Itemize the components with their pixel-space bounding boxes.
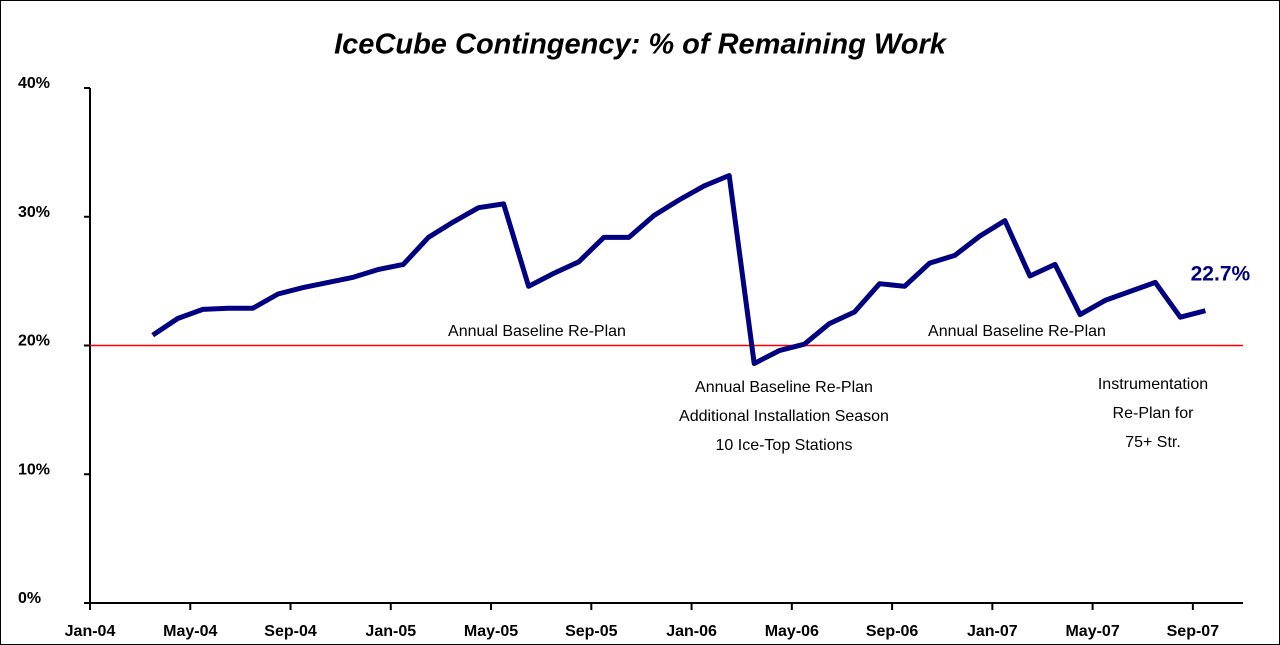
x-tick-label: May-05 (464, 623, 518, 640)
annotation: Annual Baseline Re-Plan (695, 379, 873, 396)
annotation: Re-Plan for (1113, 405, 1195, 422)
y-tick-label: 0% (18, 590, 41, 607)
annotation: Annual Baseline Re-Plan (928, 323, 1106, 340)
y-tick-label: 20% (18, 333, 50, 350)
value-label: 22.7% (1191, 262, 1251, 285)
annotation: Instrumentation (1098, 376, 1208, 393)
x-tick-label: Sep-05 (565, 623, 618, 640)
x-tick-label: Jan-06 (666, 623, 717, 640)
annotation: Annual Baseline Re-Plan (448, 323, 626, 340)
x-tick-label: Jan-04 (65, 623, 116, 640)
x-tick-label: Sep-07 (1167, 623, 1220, 640)
annotation: 75+ Str. (1125, 434, 1181, 451)
x-tick-label: May-07 (1065, 623, 1119, 640)
x-tick-label: Jan-05 (365, 623, 416, 640)
x-tick-label: May-04 (163, 623, 217, 640)
x-tick-label: Sep-04 (264, 623, 317, 640)
y-tick-label: 30% (18, 204, 50, 221)
chart-title: IceCube Contingency: % of Remaining Work (334, 29, 948, 61)
data-line (151, 173, 1207, 366)
annotation: Additional Installation Season (679, 408, 889, 425)
x-tick-label: Sep-06 (866, 623, 919, 640)
y-tick-label: 10% (18, 461, 50, 478)
annotation: 10 Ice-Top Stations (716, 437, 853, 454)
y-tick-label: 40% (18, 75, 50, 92)
x-tick-label: May-06 (765, 623, 819, 640)
x-tick-label: Jan-07 (967, 623, 1018, 640)
